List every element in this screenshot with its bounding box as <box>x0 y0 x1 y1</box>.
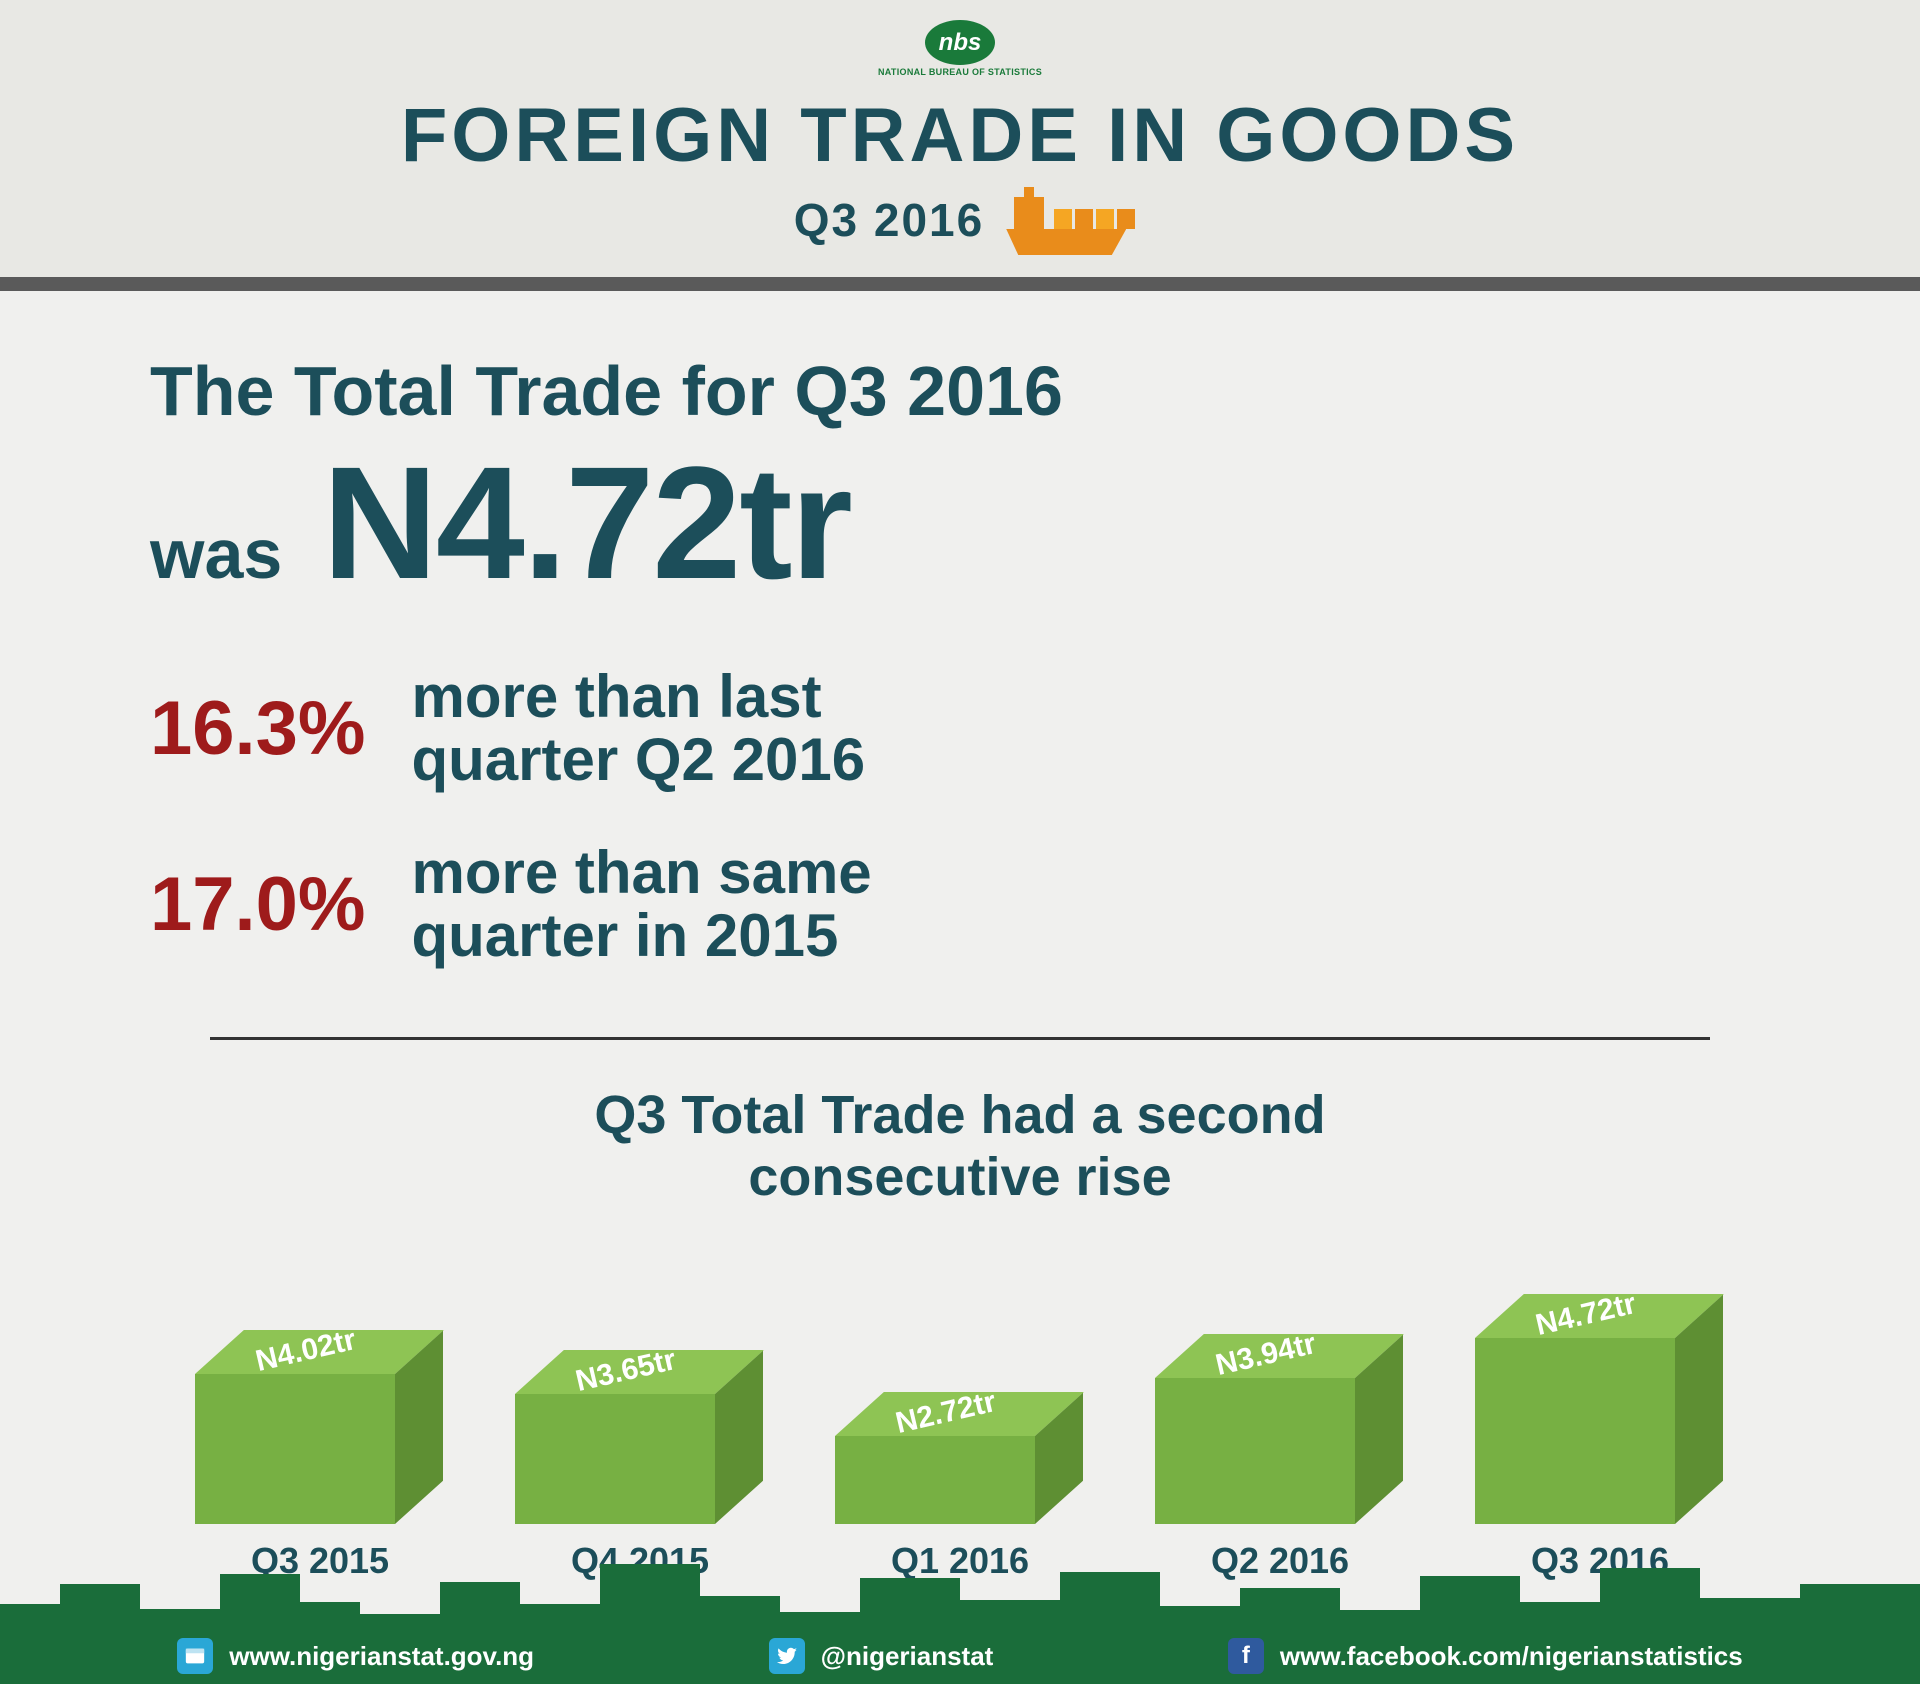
header-band: nbs NATIONAL BUREAU OF STATISTICS FOREIG… <box>0 0 1920 277</box>
lead-was: was <box>150 514 282 594</box>
footer-link-text: www.nigerianstat.gov.ng <box>229 1641 534 1672</box>
footer-bar: www.nigerianstat.gov.ng @nigerianstat fwww… <box>0 1628 1920 1684</box>
footer-link-text: www.facebook.com/nigerianstatistics <box>1280 1641 1743 1672</box>
box-chart: N4.02tr N3.65tr N2.72tr N3.94tr N4.72tr <box>150 1264 1770 1524</box>
trade-box: N3.65tr <box>515 1350 765 1524</box>
chart-title: Q3 Total Trade had a second consecutive … <box>150 1084 1770 1208</box>
footer-link[interactable]: f www.facebook.com/nigerianstatistics <box>1228 1638 1743 1674</box>
trade-box: N4.72tr <box>1475 1294 1725 1524</box>
comparison-pct: 17.0% <box>150 861 366 948</box>
logo-subtitle: NATIONAL BUREAU OF STATISTICS <box>878 67 1042 77</box>
main-title: FOREIGN TRADE IN GOODS <box>0 92 1920 179</box>
comparison-pct: 16.3% <box>150 685 366 772</box>
footer: www.nigerianstat.gov.ng @nigerianstat fwww… <box>0 1554 1920 1684</box>
trade-box: N4.02tr <box>195 1330 445 1524</box>
comparison-text: more than lastquarter Q2 2016 <box>412 665 866 791</box>
skyline-icon <box>0 1554 1920 1628</box>
divider-bar <box>0 277 1920 291</box>
thin-divider <box>210 1037 1710 1040</box>
footer-link-text: @nigerianstat <box>821 1641 994 1672</box>
facebook-icon: f <box>1228 1638 1264 1674</box>
total-trade-figure: N4.72tr <box>322 431 851 615</box>
twitter-icon <box>769 1638 805 1674</box>
lead-line-2: was N4.72tr <box>150 431 1770 615</box>
comparison-row: 17.0% more than samequarter in 2015 <box>150 841 1770 967</box>
nbs-logo: nbs NATIONAL BUREAU OF STATISTICS <box>878 20 1042 77</box>
ship-icon <box>1006 185 1126 255</box>
chart-title-l2: consecutive rise <box>748 1147 1171 1207</box>
lead-line-1: The Total Trade for Q3 2016 <box>150 351 1770 431</box>
web-icon <box>177 1638 213 1674</box>
footer-link[interactable]: @nigerianstat <box>769 1638 994 1674</box>
comparison-row: 16.3% more than lastquarter Q2 2016 <box>150 665 1770 791</box>
subtitle-row: Q3 2016 <box>0 185 1920 255</box>
chart-title-l1: Q3 Total Trade had a second <box>594 1085 1325 1145</box>
footer-link[interactable]: www.nigerianstat.gov.ng <box>177 1638 534 1674</box>
content-area: The Total Trade for Q3 2016 was N4.72tr … <box>0 291 1920 1582</box>
logo-oval: nbs <box>925 20 995 65</box>
comparison-text: more than samequarter in 2015 <box>412 841 872 967</box>
subtitle: Q3 2016 <box>794 193 984 247</box>
trade-box: N3.94tr <box>1155 1334 1405 1524</box>
trade-box: N2.72tr <box>835 1392 1085 1524</box>
